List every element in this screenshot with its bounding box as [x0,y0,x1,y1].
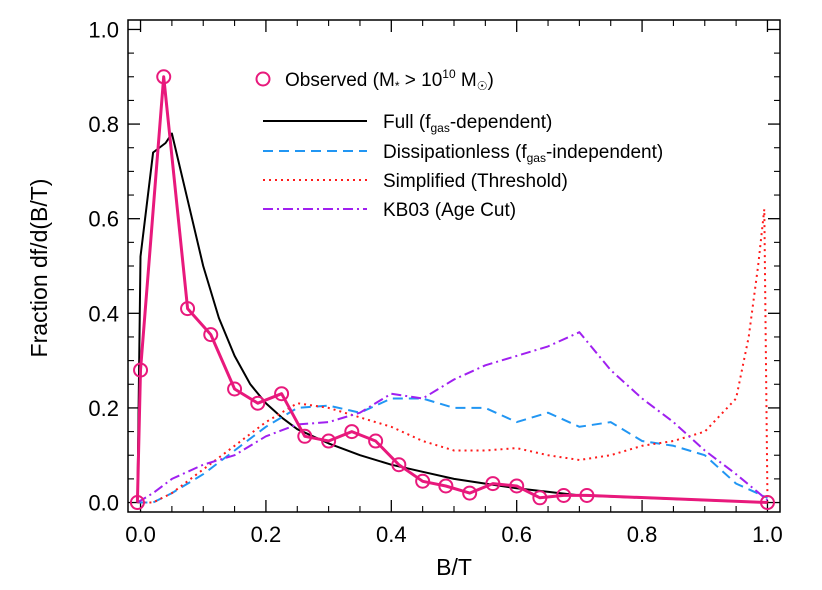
data-point-observed [509,478,525,494]
legend-dissipationless-sub: gas [527,151,546,165]
series-line-kb03 [136,331,769,504]
data-point-observed [250,395,266,411]
legend-full-end: -dependent) [450,112,552,133]
legend-observed-sub2: ☉ [477,79,488,93]
series-line-simplified [137,208,769,504]
y-axis-label: Fraction df/d(B/T) [26,179,52,358]
legend-observed-sub1: * [395,79,400,93]
series-line-observed [135,75,768,504]
y-tick-label: 0.2 [88,396,119,421]
legend-observed-mid: > 10 [399,70,442,91]
data-point-observed [180,301,196,317]
x-tick-label: 0.8 [627,522,658,547]
data-point-observed [415,473,431,489]
data-point-observed [556,487,572,503]
data-point-observed [227,381,243,397]
y-tick-label: 1.0 [88,17,119,42]
legend-observed-close: ) [488,70,494,91]
data-point-observed [274,386,290,402]
legend-marker-observed [255,71,271,87]
ticks: 0.0 0.2 0.4 0.6 0.8 1.0 0.0 0.2 0.4 0.6 0.8 1.0 [88,17,782,547]
data-point-observed [759,495,775,511]
legend-text-kb03: KB03 (Age Cut) [383,200,516,221]
series-line-dissipationless [137,397,768,504]
y-tick-label: 0.4 [88,301,119,326]
legend-dissipationless-end: -independent) [546,142,663,163]
legend-observed-main: Observed (M [285,70,395,91]
legend-text-full: Full (fgas-dependent) [383,112,552,135]
data-point-observed [438,478,454,494]
legend-full-main: Full (f [383,112,431,133]
x-tick-label: 1.0 [752,522,783,547]
data-point-observed [156,69,172,85]
data-point-observed [391,457,407,473]
data-point-observed [297,428,313,444]
data-point-observed [203,327,219,343]
data-point-observed [321,433,337,449]
y-tick-label: 0.0 [88,491,119,516]
data-point-observed [579,487,595,503]
legend-dissipationless-main: Dissipationless (f [383,142,527,163]
x-tick-label: 0.2 [251,522,282,547]
x-tick-label: 0.6 [501,522,532,547]
legend-text-simplified: Simplified (Threshold) [383,171,568,192]
data-point-observed [368,433,384,449]
legend-observed-end: M [456,70,477,91]
x-tick-label: 0.4 [376,522,407,547]
y-tick-label: 0.8 [88,112,119,137]
data-point-observed [129,495,145,511]
x-axis-label: B/T [436,554,472,580]
y-tick-label: 0.6 [88,207,119,232]
legend-text-observed: Observed (M* > 1010 M☉) [285,67,494,93]
x-tick-label: 0.0 [125,522,156,547]
data-point-observed [485,476,501,492]
legend-full-sub: gas [431,121,450,135]
series-layer [129,69,775,511]
legend-observed-sup: 10 [442,67,456,81]
legend: Observed (M* > 1010 M☉) Full (fgas-depen… [255,67,663,221]
legend-text-dissipationless: Dissipationless (fgas-independent) [383,142,663,165]
data-point-observed [462,485,478,501]
plot-frame [127,19,781,513]
data-point-observed [133,362,149,378]
data-point-observed [532,490,548,506]
data-point-observed [344,424,360,440]
